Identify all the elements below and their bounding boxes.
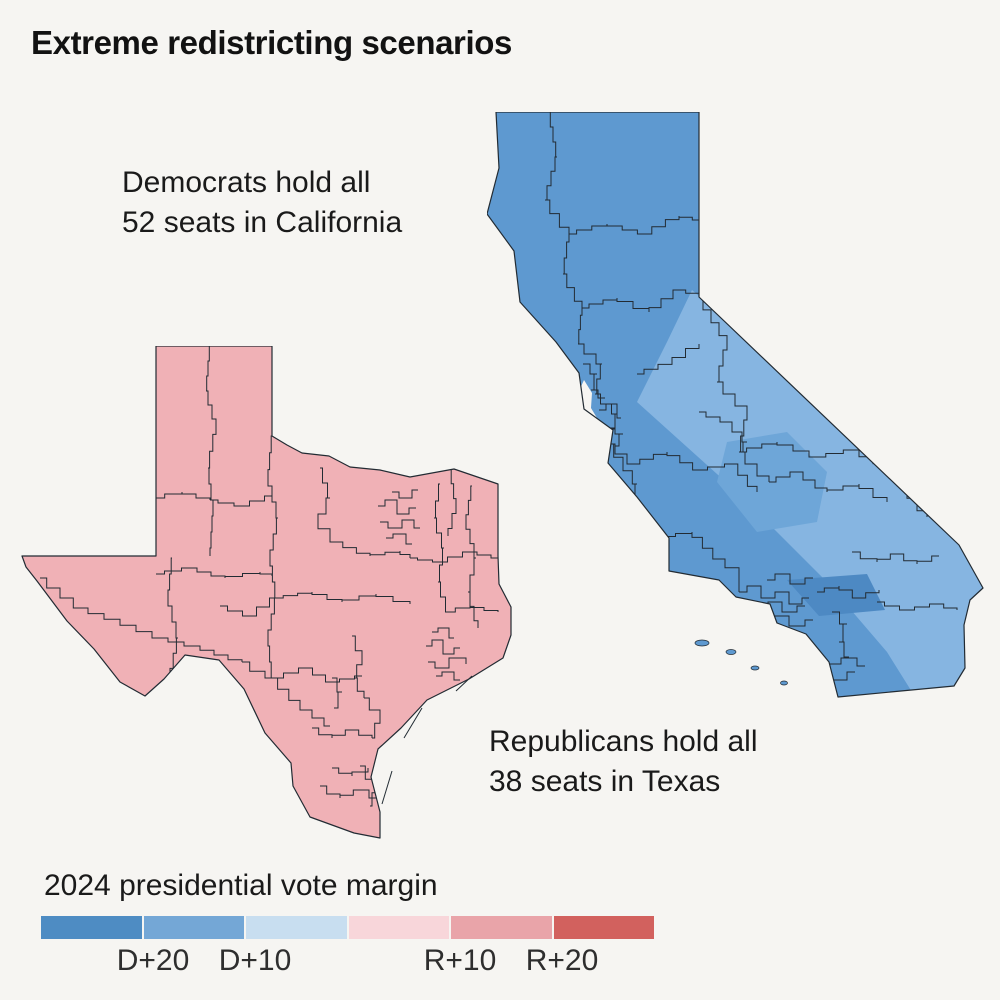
california-annotation-line1: Democrats hold all bbox=[122, 166, 371, 199]
legend-swatch-rep-0-10 bbox=[348, 916, 449, 939]
legend-label-d10: D+10 bbox=[218, 944, 292, 977]
california-dark-region bbox=[787, 574, 885, 616]
texas-annotation-line2: 38 seats in Texas bbox=[489, 765, 721, 798]
legend-swatch-rep-20-plus bbox=[553, 916, 654, 939]
texas-annotation: Republicans hold all 38 seats in Texas bbox=[489, 722, 758, 802]
texas-map bbox=[21, 346, 512, 839]
california-annotation-line2: 52 seats in California bbox=[122, 206, 403, 239]
legend-title: 2024 presidential vote margin bbox=[44, 869, 438, 902]
california-light-region bbox=[637, 290, 983, 697]
california-fill bbox=[487, 112, 983, 697]
legend-swatch-dem-20-plus bbox=[41, 916, 142, 939]
california-district-lines bbox=[545, 112, 958, 681]
legend-color-scale bbox=[41, 916, 654, 939]
page-title: Extreme redistricting scenarios bbox=[31, 24, 512, 61]
legend-swatch-dem-0-10 bbox=[246, 916, 347, 939]
legend-label-r10: R+10 bbox=[423, 944, 497, 977]
california-map bbox=[487, 112, 984, 698]
barrier-islands bbox=[381, 675, 473, 805]
legend-swatch-dem-10-20 bbox=[143, 916, 244, 939]
california-mid-region bbox=[717, 432, 827, 532]
channel-islands bbox=[694, 639, 788, 686]
legend-label-r20: R+20 bbox=[525, 944, 599, 977]
legend-label-d20: D+20 bbox=[116, 944, 190, 977]
texas-outline bbox=[21, 346, 512, 839]
legend-swatch-rep-10-20 bbox=[451, 916, 552, 939]
texas-fill bbox=[22, 346, 511, 838]
texas-district-lines bbox=[40, 346, 499, 807]
san-francisco-bay bbox=[578, 380, 606, 443]
california-annotation: Democrats hold all 52 seats in Californi… bbox=[122, 163, 402, 243]
texas-annotation-line1: Republicans hold all bbox=[489, 725, 758, 758]
california-outline bbox=[487, 112, 984, 698]
